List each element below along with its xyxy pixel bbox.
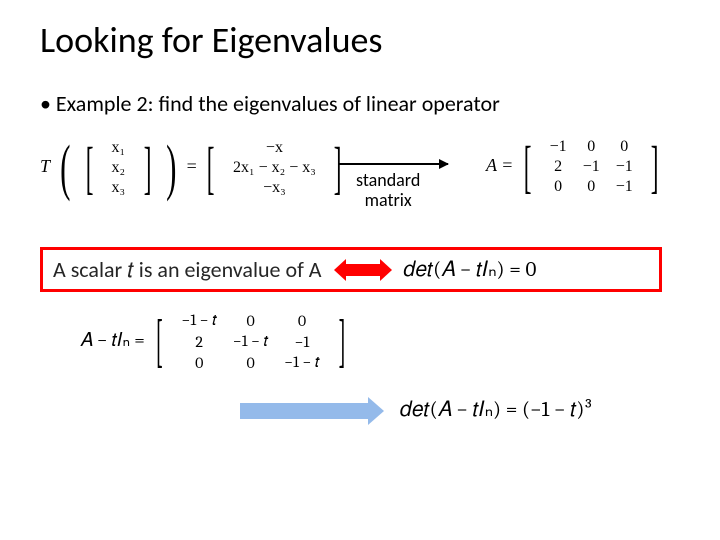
bracket-open: [: [85, 139, 93, 197]
arrow-right-icon: [338, 163, 448, 165]
slide: Looking for Eigenvalues • Example 2: fin…: [0, 0, 720, 451]
det-condition: 𝑑𝑒𝑡(𝐴 − 𝑡𝐼ₙ) = 0: [404, 257, 537, 282]
det-result: 𝑑𝑒𝑡(𝐴 − 𝑡𝐼ₙ) = (−1 − 𝑡)³: [400, 397, 593, 422]
standard-matrix-label: standard matrix: [356, 171, 420, 211]
transform-equation: T ( [ x₁ x₂ x₃ ] ) = [ −x 2x₁ − x₂ − x₃ …: [40, 137, 348, 199]
bracket-open-4: [: [155, 313, 163, 371]
a-label: A =: [486, 155, 513, 175]
output-vector: −x 2x₁ − x₂ − x₃ −x₃: [225, 138, 324, 198]
bullet-text: • Example 2: find the eigenvalues of lin…: [40, 90, 680, 117]
bracket-close: ]: [143, 139, 151, 197]
a-minus-t-label: 𝐴 − 𝑡𝐼ₙ =: [80, 329, 145, 351]
eigenvalue-condition-box: A scalar 𝑡 is an eigenvalue of A 𝑑𝑒𝑡(𝐴 −…: [40, 247, 662, 292]
transform-row: T ( [ x₁ x₂ x₃ ] ) = [ −x 2x₁ − x₂ − x₃ …: [40, 137, 680, 227]
paren-open: (: [60, 137, 70, 199]
bracket-open-3: [: [524, 138, 532, 196]
matrix-t-cells: −1 − 𝑡00 2−1 − 𝑡−1 00−1 − 𝑡: [174, 310, 328, 373]
page-title: Looking for Eigenvalues: [40, 18, 680, 62]
paren-close: ): [167, 137, 177, 199]
equals: =: [187, 156, 197, 176]
t-symbol: T: [40, 156, 50, 176]
bracket-close-2: ]: [334, 139, 342, 197]
condition-text: A scalar 𝑡 is an eigenvalue of A: [53, 256, 322, 283]
matrix-a: A = [ −100 2−1−1 00−1 ]: [486, 137, 665, 197]
bracket-close-3: ]: [651, 138, 659, 196]
input-vector: x₁ x₂ x₃: [104, 138, 134, 198]
result-row: 𝑑𝑒𝑡(𝐴 − 𝑡𝐼ₙ) = (−1 − 𝑡)³: [40, 393, 680, 433]
matrix-a-cells: −100 2−1−1 00−1: [542, 137, 641, 197]
matrix-minus-t: 𝐴 − 𝑡𝐼ₙ = [ −1 − 𝑡00 2−1 − 𝑡−1 00−1 − 𝑡 …: [80, 310, 680, 373]
blue-arrow-icon: [240, 403, 370, 419]
bracket-open-2: [: [207, 139, 215, 197]
bracket-close-4: ]: [338, 313, 346, 371]
double-arrow-icon: [334, 259, 392, 281]
